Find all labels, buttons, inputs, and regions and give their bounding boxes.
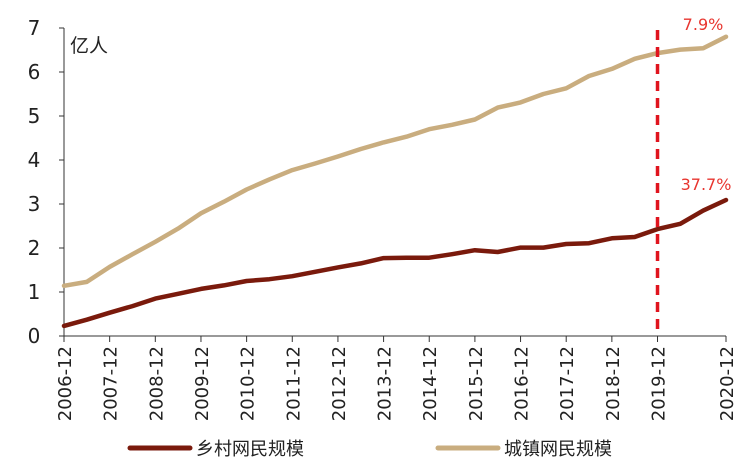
y-tick-label: 0 xyxy=(28,324,41,348)
x-tick-label: 2009-12 xyxy=(192,346,213,421)
urban-series-line xyxy=(61,34,729,289)
y-tick-label: 5 xyxy=(28,104,41,128)
x-tick-label: 2011-12 xyxy=(283,346,304,421)
urban-growth-annotation: 7.9% xyxy=(683,15,724,34)
x-tick-label: 2020-12 xyxy=(717,346,738,421)
y-tick-label: 2 xyxy=(28,236,41,260)
rural-series-line xyxy=(61,197,729,329)
x-tick-label: 2015-12 xyxy=(466,346,487,421)
x-tick-label: 2007-12 xyxy=(101,346,122,421)
unit-label: 亿人 xyxy=(70,35,108,57)
annotations: 7.9% 37.7% xyxy=(681,15,732,194)
x-tick-label: 2008-12 xyxy=(146,346,167,421)
y-tick-label: 3 xyxy=(28,192,41,216)
x-tick-label: 2017-12 xyxy=(557,346,578,421)
x-tick-label: 2018-12 xyxy=(603,346,624,421)
x-tick-label: 2012-12 xyxy=(329,346,350,421)
rural-growth-annotation: 37.7% xyxy=(681,175,732,194)
x-tick-label: 2016-12 xyxy=(512,346,533,421)
y-tick-label: 1 xyxy=(28,280,41,304)
x-tick-label: 2013-12 xyxy=(375,346,396,421)
series-lines xyxy=(61,34,729,329)
y-tick-label: 4 xyxy=(28,148,41,172)
y-axis: 0 1 2 3 4 5 6 7 xyxy=(28,16,65,348)
x-tick-label: 2006-12 xyxy=(55,346,76,421)
legend-label-rural: 乡村网民规模 xyxy=(196,439,304,460)
legend-label-urban: 城镇网民规模 xyxy=(504,439,612,460)
x-axis: 2006-12 2007-12 2008-12 2009-12 2010-12 2011-… xyxy=(55,335,738,421)
y-tick-label: 7 xyxy=(28,16,41,40)
x-tick-label: 2019-12 xyxy=(649,346,670,421)
x-tick-label: 2010-12 xyxy=(238,346,259,421)
legend: 乡村网民规模 城镇网民规模 xyxy=(127,439,612,460)
x-tick-label: 2014-12 xyxy=(420,346,441,421)
y-tick-label: 6 xyxy=(28,60,41,84)
